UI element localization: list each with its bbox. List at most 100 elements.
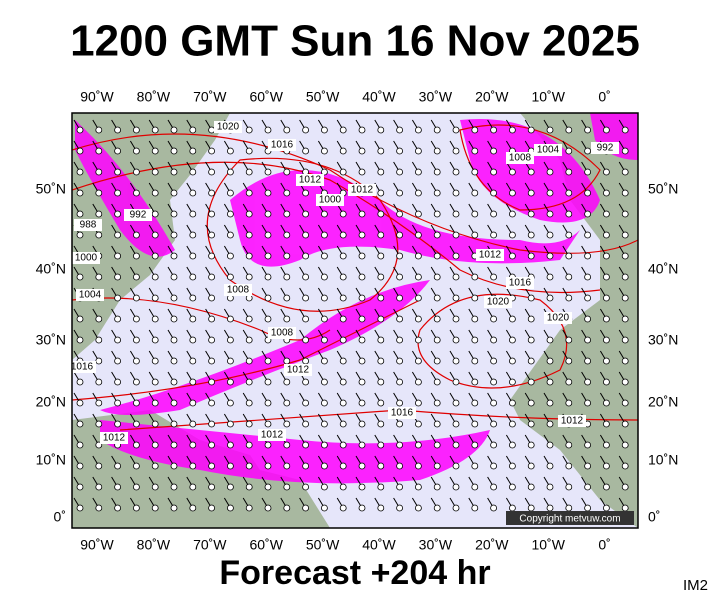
station (226, 168, 234, 176)
station (189, 462, 197, 470)
station (471, 273, 479, 281)
station (170, 168, 178, 176)
isobar-label: 1012 (261, 430, 284, 441)
station (358, 420, 366, 428)
lat-label-right: 50˚N (648, 181, 678, 197)
station (95, 210, 103, 218)
station (208, 210, 216, 218)
axis-labels: 90˚W 90˚W 80˚W 80˚W 70˚W 70˚W 60˚W 60˚W 50˚W 50˚W… (36, 89, 679, 553)
station (452, 210, 460, 218)
station (132, 336, 140, 344)
station (396, 462, 404, 470)
isobar-label-box (506, 152, 534, 164)
station (245, 252, 253, 260)
station (377, 147, 385, 155)
station (509, 231, 516, 239)
station (151, 126, 159, 134)
station (527, 504, 535, 512)
station (396, 420, 404, 428)
station (584, 399, 591, 407)
station (151, 168, 159, 176)
station (95, 378, 103, 386)
station (283, 462, 291, 470)
isobar-labels: 1020 1016 1008 1004 992 1012 1000 992 988 1000 100… (72, 121, 619, 444)
station (245, 378, 253, 386)
station (226, 462, 234, 470)
lon-label-bottom: 40˚W (362, 537, 396, 553)
station (114, 315, 121, 323)
station (283, 210, 291, 218)
lat-label-left: 0˚ (54, 509, 66, 525)
station (151, 336, 159, 344)
station (358, 231, 366, 239)
station (358, 357, 366, 365)
station (151, 231, 159, 239)
lon-label-bottom: 50˚W (306, 537, 340, 553)
station (95, 462, 103, 470)
station (339, 399, 347, 407)
lat-label-right: 10˚N (648, 452, 678, 468)
isobar-label: 1012 (287, 365, 310, 376)
station (527, 168, 535, 176)
station (302, 399, 310, 407)
station (584, 483, 591, 491)
station (452, 126, 460, 134)
isobar-label-box (72, 252, 100, 264)
station (621, 420, 629, 428)
station (189, 294, 197, 302)
station (358, 168, 366, 176)
lon-label-bottom: 20˚W (475, 537, 509, 553)
station (490, 210, 498, 218)
station (226, 147, 234, 155)
isobar-label: 992 (130, 210, 147, 221)
station (302, 420, 310, 428)
station (95, 315, 103, 323)
station (471, 504, 479, 512)
station (302, 378, 310, 386)
station (584, 231, 591, 239)
station (151, 441, 159, 449)
station (527, 357, 535, 365)
station (433, 189, 441, 197)
station (565, 399, 573, 407)
lat-label-left: 30˚N (36, 332, 66, 348)
station (621, 168, 629, 176)
station (151, 189, 159, 197)
station (208, 378, 216, 386)
station (603, 462, 610, 470)
station (114, 462, 121, 470)
station (320, 273, 328, 281)
station (527, 420, 535, 428)
station (151, 273, 159, 281)
station (584, 441, 591, 449)
lat-label-left: 20˚N (36, 394, 66, 410)
station (565, 189, 573, 197)
station (208, 273, 216, 281)
station (170, 483, 178, 491)
station (114, 504, 121, 512)
station (264, 273, 272, 281)
station (208, 147, 216, 155)
station (283, 189, 291, 197)
station (565, 378, 573, 386)
station (603, 399, 610, 407)
station (320, 483, 328, 491)
station (226, 189, 234, 197)
station (471, 399, 479, 407)
station (339, 252, 347, 260)
station (414, 252, 422, 260)
station (226, 315, 234, 323)
station (565, 294, 573, 302)
isobar-label: 1016 (509, 278, 532, 289)
station (471, 315, 479, 323)
station (208, 231, 216, 239)
station (358, 147, 366, 155)
station (565, 504, 573, 512)
station (527, 210, 535, 218)
isobar-label: 1012 (561, 416, 584, 427)
isobar-label-box (484, 296, 512, 308)
station (565, 126, 573, 134)
station (226, 378, 234, 386)
station (414, 126, 422, 134)
station (114, 210, 121, 218)
